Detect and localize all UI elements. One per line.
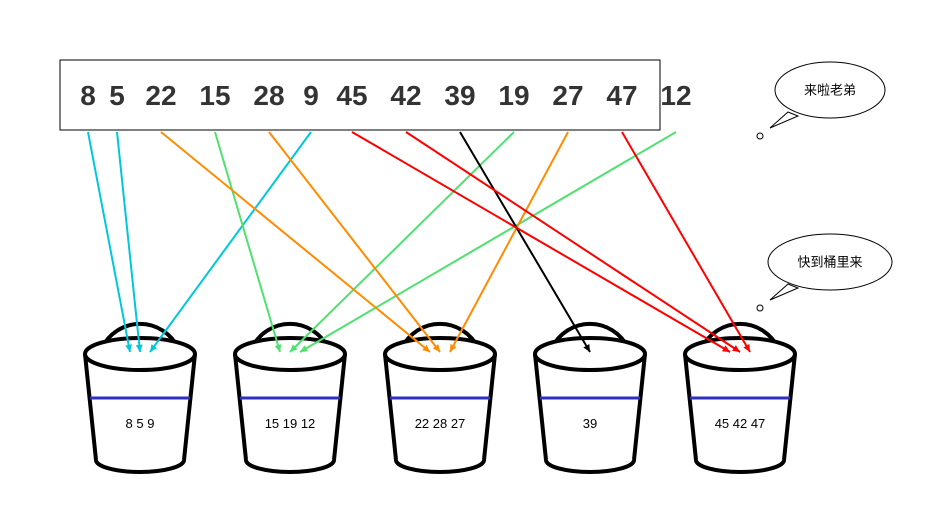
number-8: 8: [80, 80, 96, 111]
number-19: 19: [498, 80, 529, 111]
number-12: 12: [660, 80, 691, 111]
number-45: 45: [336, 80, 367, 111]
bucket-label: 39: [583, 416, 597, 431]
bucket-label: 22 28 27: [415, 416, 466, 431]
number-47: 47: [606, 80, 637, 111]
speech-text: 来啦老弟: [804, 83, 856, 98]
bucket-label: 45 42 47: [715, 416, 766, 431]
number-22: 22: [145, 80, 176, 111]
number-15: 15: [199, 80, 230, 111]
speech-text: 快到桶里来: [797, 255, 862, 270]
number-27: 27: [552, 80, 583, 111]
bucket-label: 15 19 12: [265, 416, 316, 431]
number-5: 5: [109, 80, 125, 111]
number-39: 39: [444, 80, 475, 111]
number-9: 9: [303, 80, 319, 111]
diagram-canvas: 85 22 15 28 9 45 42 39 19 27 47 12 8 5 9 15 19 12 22 2…: [0, 0, 947, 517]
number-42: 42: [390, 80, 421, 111]
number-28: 28: [253, 80, 284, 111]
bucket-label: 8 5 9: [126, 416, 155, 431]
